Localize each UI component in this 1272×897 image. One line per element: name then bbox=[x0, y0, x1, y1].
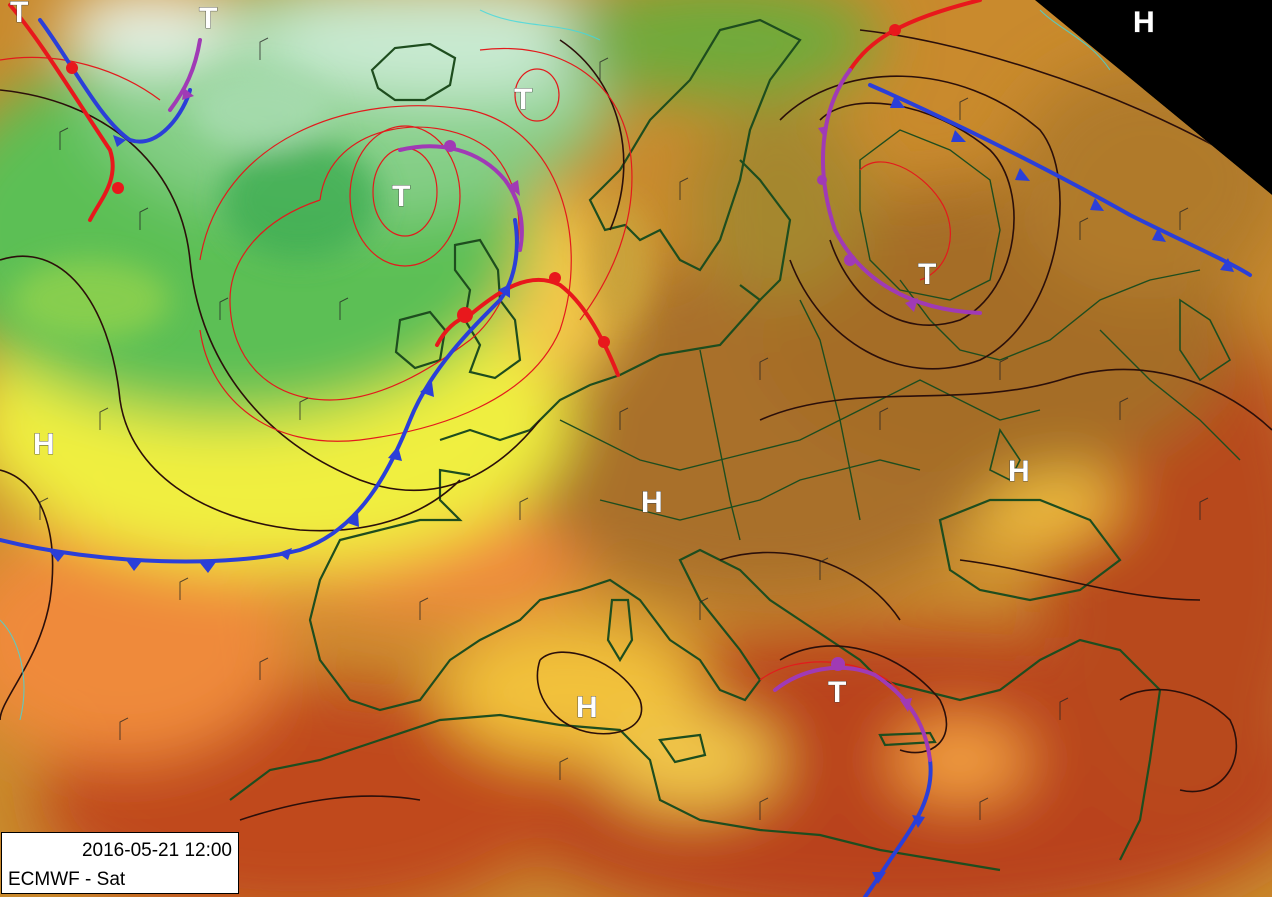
high-pressure-label: H bbox=[33, 428, 55, 461]
model-name: ECMWF - Sat bbox=[8, 869, 126, 890]
low-pressure-label: T bbox=[918, 258, 936, 291]
low-pressure-label: T bbox=[828, 676, 846, 709]
high-pressure-label: H bbox=[641, 486, 663, 519]
occluded-front bbox=[773, 665, 932, 762]
coastlines bbox=[229, 18, 1241, 872]
valid-datetime: 2016-05-21 12:00 bbox=[81, 840, 232, 861]
map-caption: 2016-05-21 12:00 ECMWF - Sat bbox=[1, 832, 239, 894]
high-pressure-label: H bbox=[576, 691, 598, 724]
low-pressure-label: T bbox=[514, 83, 532, 116]
occluded-front bbox=[821, 68, 982, 315]
front-symbols bbox=[50, 24, 1234, 884]
cold-front bbox=[863, 758, 933, 897]
temperature-contours bbox=[0, 48, 951, 691]
cyan-contours bbox=[0, 9, 1111, 721]
warm-front bbox=[8, 3, 115, 222]
cold-front bbox=[868, 83, 1252, 277]
occluded-front bbox=[168, 38, 202, 112]
wind-barbs bbox=[39, 37, 1209, 820]
low-pressure-label: T bbox=[392, 180, 410, 213]
occluded-front bbox=[398, 144, 524, 252]
low-pressure-label: T bbox=[10, 0, 28, 29]
cold-front bbox=[38, 18, 192, 144]
high-pressure-label: H bbox=[1008, 455, 1030, 488]
low-pressure-label: T bbox=[199, 2, 217, 35]
pressure-centres: T T T T T T H H H H H bbox=[10, 0, 1155, 724]
high-pressure-label: H bbox=[1133, 6, 1155, 39]
